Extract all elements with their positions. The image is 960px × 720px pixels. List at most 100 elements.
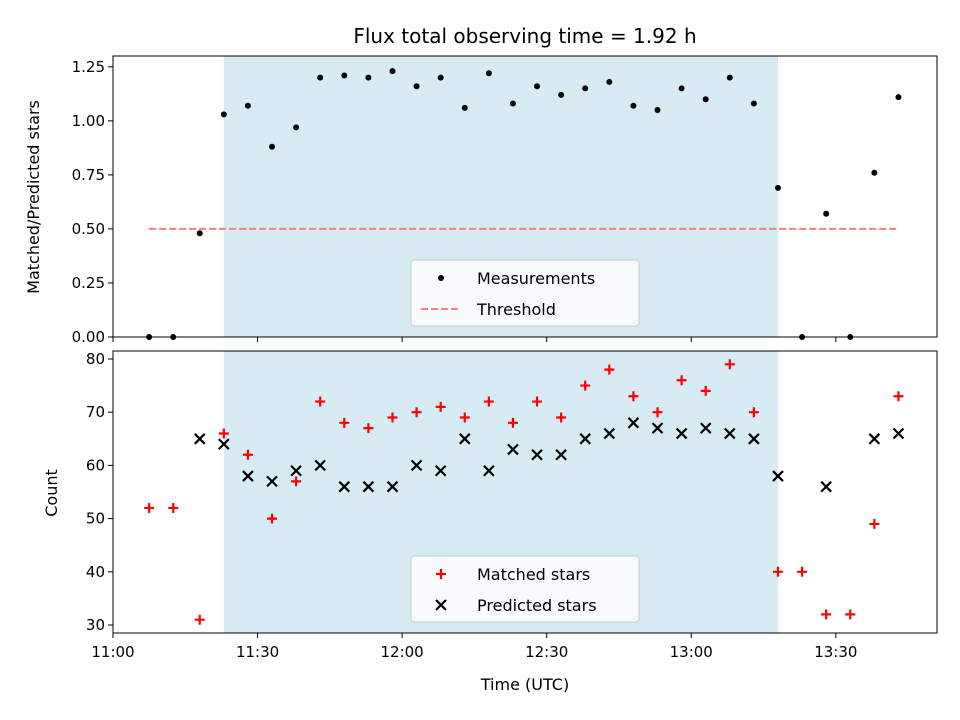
bottom-legend-swatch — [436, 569, 446, 579]
bottom-point — [314, 459, 326, 472]
top-y-tick-label: 1.00 — [72, 112, 105, 130]
top-point — [630, 102, 637, 109]
bottom-point — [483, 396, 494, 407]
top-point — [365, 74, 372, 81]
top-point — [582, 85, 589, 92]
bottom-point — [699, 422, 712, 434]
bottom-point — [892, 427, 905, 440]
bottom-y-tick-label: 80 — [86, 350, 105, 368]
bottom-point — [700, 385, 711, 396]
bottom-point — [193, 433, 206, 445]
top-point — [220, 111, 227, 118]
bottom-point — [435, 401, 446, 412]
top-frame — [112, 55, 938, 338]
top-point — [558, 91, 565, 98]
bottom-point — [820, 480, 832, 493]
bottom-point — [267, 513, 278, 524]
top-point — [485, 70, 492, 77]
bottom-point — [507, 417, 518, 428]
bottom-y-tick-label: 70 — [86, 403, 105, 421]
bottom-point — [555, 448, 567, 461]
bottom-x-tick-label: 11:30 — [236, 643, 279, 661]
top-y-tick-label: 0.50 — [72, 220, 105, 238]
bottom-legend — [410, 555, 640, 623]
top-legend-label: Measurements — [477, 269, 595, 288]
bottom-point — [893, 391, 904, 402]
bottom-point — [772, 566, 783, 577]
bottom-point — [483, 464, 495, 477]
bottom-legend-label: Matched stars — [477, 565, 590, 584]
bottom-point — [797, 566, 808, 577]
top-point — [654, 107, 661, 114]
top-point — [871, 169, 878, 176]
bottom-point — [532, 396, 543, 407]
bottom-point — [724, 427, 736, 440]
bottom-point — [580, 380, 591, 391]
bottom-point — [168, 502, 179, 513]
bottom-y-tick-label: 40 — [86, 563, 105, 581]
top-point — [413, 83, 420, 90]
bottom-point — [748, 407, 759, 418]
bottom-x-tick-label: 13:00 — [670, 643, 713, 661]
bottom-point — [675, 427, 688, 440]
bottom-series-predicted-stars — [193, 417, 905, 493]
top-y-axis-label: Matched/Predicted stars — [24, 100, 43, 294]
bottom-legend-label: Predicted stars — [477, 596, 597, 615]
top-point — [774, 184, 781, 191]
bottom-point — [411, 407, 422, 418]
top-legend — [410, 259, 640, 327]
chart-title: Flux total observing time = 1.92 h — [353, 24, 696, 48]
top-point — [750, 100, 757, 107]
bottom-x-tick-label: 13:30 — [814, 643, 857, 661]
top-y-tick-label: 0.75 — [72, 166, 105, 184]
bottom-point — [676, 375, 687, 386]
bottom-point — [266, 475, 278, 488]
bottom-point — [627, 417, 640, 429]
top-point — [389, 68, 396, 75]
bottom-point — [604, 364, 615, 375]
top-point — [509, 100, 516, 107]
top-point — [341, 72, 348, 79]
bottom-point — [386, 480, 399, 493]
bottom-point — [194, 614, 205, 625]
bottom-point — [387, 412, 398, 423]
bottom-point — [845, 609, 856, 620]
bottom-point — [748, 433, 760, 445]
top-point — [461, 104, 468, 111]
top-point — [269, 143, 276, 150]
bottom-y-tick-label: 30 — [86, 616, 105, 634]
bottom-frame — [112, 350, 938, 634]
bottom-point — [410, 459, 423, 472]
bottom-point — [628, 391, 639, 402]
top-point — [678, 85, 685, 92]
bottom-point — [579, 433, 592, 445]
bottom-point — [144, 502, 155, 513]
bottom-point — [339, 417, 350, 428]
bottom-point — [363, 423, 374, 434]
bottom-point — [459, 412, 470, 423]
bottom-panel: 30 40 50 60 70 80 11:00 11:30 12:00 12:30 13:00 13:… — [86, 350, 938, 661]
top-point — [437, 74, 444, 81]
top-legend-label: Threshold — [476, 300, 556, 319]
bottom-point — [868, 433, 881, 445]
bottom-point — [651, 422, 664, 434]
bottom-x-tick-label: 11:00 — [91, 643, 134, 661]
top-point — [606, 78, 613, 85]
bottom-point — [507, 443, 519, 456]
bottom-point — [869, 518, 880, 529]
bottom-legend-swatch — [435, 599, 447, 611]
bottom-point — [531, 448, 543, 461]
bottom-point — [290, 464, 302, 477]
bottom-point — [362, 480, 375, 493]
bottom-point — [603, 427, 616, 440]
bottom-point — [218, 438, 230, 450]
bottom-y-tick-label: 50 — [86, 510, 105, 528]
top-point — [702, 96, 709, 103]
bottom-y-tick-label: 60 — [86, 456, 105, 474]
top-y-tick-label: 0.00 — [72, 328, 105, 346]
top-series-measurements — [146, 68, 902, 340]
bottom-point — [556, 412, 567, 423]
bottom-x-tick-label: 12:00 — [381, 643, 424, 661]
top-point — [196, 230, 203, 237]
